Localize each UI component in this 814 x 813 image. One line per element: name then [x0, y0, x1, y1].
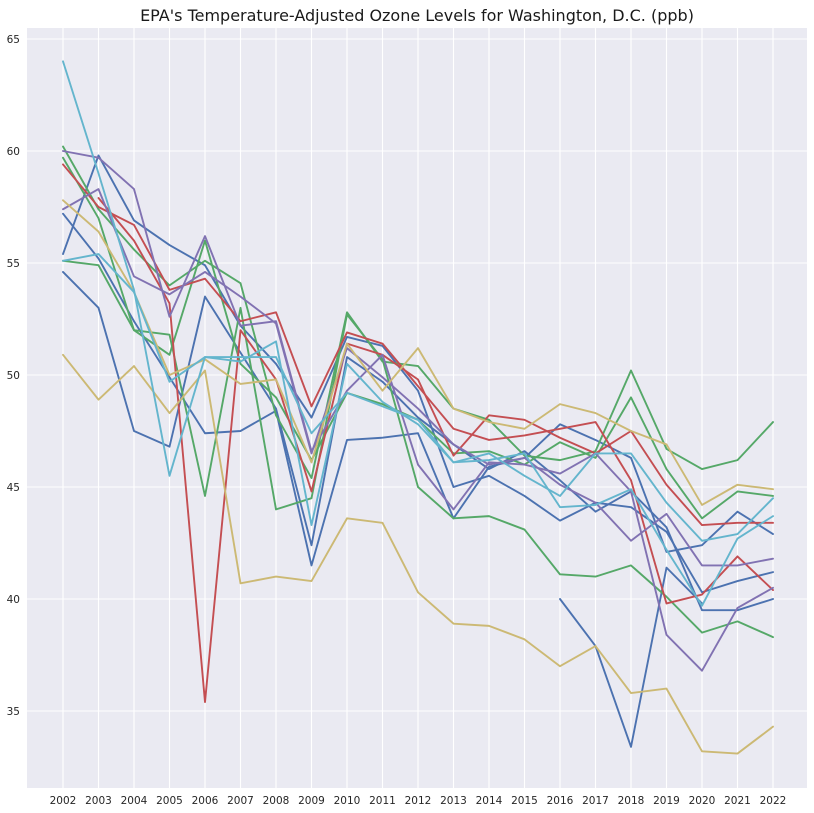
x-tick-label: 2014	[476, 795, 503, 807]
x-tick-label: 2012	[405, 795, 432, 807]
x-tick-label: 2013	[440, 795, 467, 807]
x-tick-label: 2022	[760, 795, 787, 807]
series-line-3	[62, 271, 774, 612]
x-tick-label: 2006	[192, 795, 219, 807]
series-line-13	[62, 199, 774, 506]
x-tick-label: 2002	[50, 795, 77, 807]
series-line-9	[97, 197, 774, 703]
y-tick-label: 65	[7, 34, 20, 46]
series-line-4	[559, 566, 703, 748]
y-tick-label: 40	[7, 594, 20, 606]
x-tick-label: 2020	[689, 795, 716, 807]
x-tick-label: 2005	[156, 795, 183, 807]
x-tick-label: 2004	[121, 795, 148, 807]
series-line-5	[62, 145, 774, 479]
x-tick-label: 2019	[653, 795, 680, 807]
series-line-10	[62, 150, 774, 672]
y-tick-label: 35	[7, 706, 20, 718]
x-tick-label: 2015	[511, 795, 538, 807]
y-axis-ticks: 35 40 45 50 55 60 65	[7, 34, 20, 718]
x-tick-label: 2018	[618, 795, 645, 807]
series-line-11	[62, 188, 774, 567]
series-line-12	[62, 353, 774, 755]
y-tick-label: 60	[7, 146, 20, 158]
series-lines	[62, 60, 774, 755]
x-tick-label: 2021	[724, 795, 751, 807]
y-tick-label: 45	[7, 482, 20, 494]
x-tick-label: 2008	[263, 795, 290, 807]
x-tick-label: 2009	[298, 795, 325, 807]
x-tick-label: 2017	[582, 795, 609, 807]
x-tick-label: 2003	[85, 795, 112, 807]
y-tick-label: 55	[7, 258, 20, 270]
x-tick-label: 2011	[369, 795, 396, 807]
series-line-14	[62, 60, 774, 542]
y-tick-label: 50	[7, 370, 20, 382]
x-axis-ticks: 2002 2003 2004 2005 2006 2007 2008 2009 2010 2011…	[50, 795, 787, 807]
x-tick-label: 2007	[227, 795, 254, 807]
series-line-15	[62, 253, 774, 607]
chart-title: EPA's Temperature-Adjusted Ozone Levels …	[140, 6, 694, 25]
x-tick-label: 2016	[547, 795, 574, 807]
x-tick-label: 2010	[334, 795, 361, 807]
